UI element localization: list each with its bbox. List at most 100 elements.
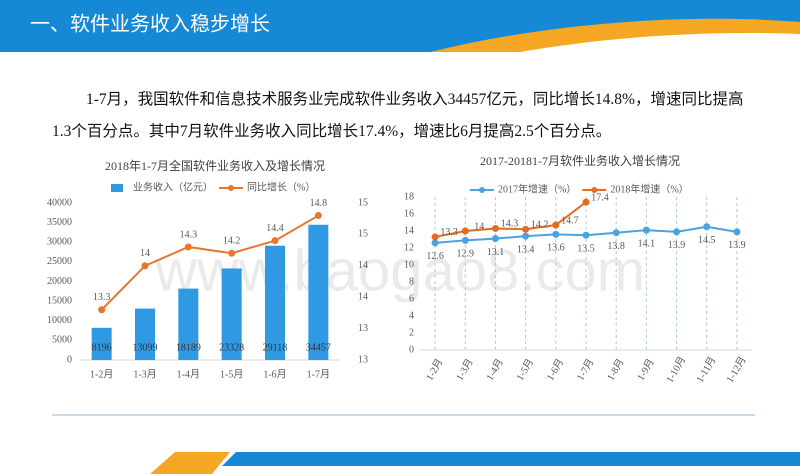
y-tick-label: 2	[409, 327, 414, 338]
legend-label: 2018年增速（%）	[610, 182, 688, 195]
point	[552, 230, 560, 238]
data-label: 14	[140, 248, 150, 259]
header-band	[0, 0, 800, 52]
y-tick-label: 10	[404, 259, 414, 270]
legend-marker	[228, 185, 234, 191]
footer-band	[222, 452, 800, 466]
data-label: 8196	[92, 342, 112, 353]
y-tick-label: 20000	[47, 276, 72, 287]
y-tick-label: 12	[404, 242, 414, 253]
data-label: 14	[474, 221, 484, 232]
x-tick-label: 1-4月	[484, 357, 506, 383]
data-label: 34457	[306, 342, 331, 353]
point	[673, 228, 681, 236]
bar	[135, 308, 155, 360]
point	[228, 249, 236, 257]
data-label: 18189	[176, 342, 201, 353]
point	[522, 232, 530, 240]
chart-title: 2018年1-7月全国软件业务收入及增长情况	[105, 158, 325, 173]
data-label: 17.4	[591, 192, 609, 203]
data-label: 13.5	[577, 244, 595, 255]
bar	[221, 268, 242, 360]
footer-accent	[150, 452, 230, 474]
point	[491, 235, 499, 243]
data-label: 13.8	[607, 241, 625, 252]
y2-tick-label: 15	[358, 229, 368, 240]
y-tick-label: 4	[409, 310, 414, 321]
x-tick-label: 1-6月	[544, 357, 566, 383]
y2-tick-label: 14	[358, 260, 368, 271]
y-tick-label: 35000	[47, 217, 72, 228]
y-tick-label: 8	[409, 276, 414, 287]
bar	[178, 288, 199, 360]
data-label: 12.6	[426, 251, 444, 262]
line	[434, 201, 587, 238]
bar	[265, 245, 285, 360]
x-tick-label: 1-8月	[605, 357, 627, 383]
data-label: 13.4	[517, 244, 535, 255]
body-text: 1-7月，我国软件和信息技术服务业完成软件业务收入34457亿元，同比增长14.…	[52, 91, 744, 140]
header-accent	[430, 18, 800, 52]
y-tick-label: 40000	[47, 197, 72, 208]
point	[552, 221, 560, 229]
point	[642, 226, 650, 234]
point	[612, 229, 620, 237]
data-label: 13.3	[93, 292, 111, 303]
x-tick-label: 1-9月	[635, 357, 657, 383]
legend-label: 2017年增速（%）	[498, 182, 576, 195]
x-tick-label: 1-6月	[263, 368, 286, 380]
point	[703, 223, 711, 231]
data-label: 14.5	[698, 235, 716, 246]
x-tick-label: 1-2月	[423, 357, 445, 383]
y-tick-label: 5000	[52, 335, 72, 346]
point	[522, 225, 530, 233]
point	[582, 198, 590, 206]
point	[184, 243, 192, 251]
bar	[308, 224, 329, 360]
y-tick-label: 6	[409, 293, 414, 304]
data-label: 14.7	[561, 215, 579, 226]
point	[431, 239, 439, 247]
y-tick-label: 18	[404, 191, 414, 202]
y-tick-label: 30000	[47, 237, 72, 248]
x-tick-label: 1-2月	[90, 368, 113, 380]
data-label: 13.9	[668, 240, 686, 251]
legend-label: 业务收入（亿元）	[133, 180, 213, 193]
data-label: 13099	[133, 342, 158, 353]
x-tick-label: 1-3月	[133, 368, 156, 380]
y-tick-label: 14	[404, 225, 414, 236]
y-tick-label: 10000	[47, 315, 72, 326]
bar	[91, 327, 112, 360]
chart-title: 2017-20181-7月软件业务收入增长情况	[480, 153, 680, 168]
point	[461, 236, 469, 244]
data-label: 14.1	[638, 238, 656, 249]
point	[271, 237, 279, 245]
x-tick-label: 1-11月	[694, 355, 718, 385]
data-label: 13.6	[547, 243, 565, 254]
point	[431, 233, 439, 241]
data-label: 23328	[219, 342, 244, 353]
y2-tick-label: 15	[358, 197, 368, 208]
point	[314, 212, 322, 220]
x-tick-label: 1-7月	[574, 357, 596, 383]
data-label: 29118	[263, 342, 288, 353]
legend-marker	[479, 187, 485, 193]
legend-swatch	[111, 184, 123, 192]
y-tick-label: 0	[67, 354, 72, 365]
data-label: 13.9	[728, 240, 746, 251]
data-label: 14.3	[501, 219, 519, 230]
point	[141, 262, 149, 270]
legend-marker	[591, 187, 598, 193]
header-title: 一、软件业务收入稳步增长	[30, 12, 270, 35]
point	[491, 224, 499, 232]
x-tick-label: 1-3月	[454, 357, 476, 383]
x-tick-label: 1-4月	[177, 368, 200, 380]
y-tick-label: 15000	[47, 295, 72, 306]
data-label: 13.3	[440, 227, 458, 238]
point	[582, 231, 590, 239]
y-tick-label: 0	[409, 344, 414, 355]
y2-tick-label: 13	[358, 323, 368, 334]
line	[100, 214, 319, 311]
